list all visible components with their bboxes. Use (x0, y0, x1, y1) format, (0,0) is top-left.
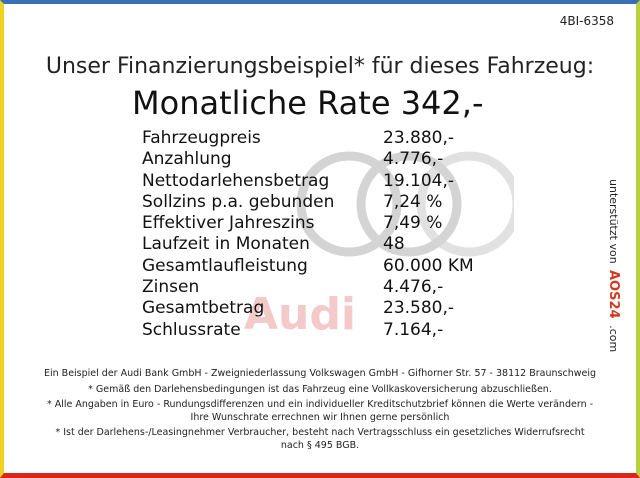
footnote: * Gemäß den Darlehensbedingungen ist das… (88, 383, 552, 395)
table-row: Laufzeit in Monaten 48 (142, 234, 502, 255)
sidebar-text: unterstützt von (607, 179, 620, 264)
row-value: 48 (383, 234, 405, 255)
row-label: Sollzins p.a. gebunden (142, 191, 335, 212)
reference: 4BI-6358 (559, 14, 614, 28)
row-value: 60.000 KM (383, 255, 474, 276)
table-row: Schlussrate 7.164,- (142, 320, 502, 341)
row-label: Fahrzeugpreis (142, 128, 261, 148)
rate: Monatliche Rate 342,- (132, 84, 484, 122)
row-label: Effektiver Jahreszins (142, 213, 315, 234)
row-value: 7,24 % (383, 191, 443, 212)
row-value: 23.880,- (383, 128, 455, 148)
table: Fahrzeugpreis 23.880,- Anzahlung 4.776,- Net… (142, 128, 502, 341)
footnote: * Ist der Darlehens-/Leasingnehmer Verbr… (55, 427, 585, 451)
table-row: Gesamtbetrag 23.580,- (142, 298, 502, 319)
table-row: Zinsen 4.476,- (142, 277, 502, 298)
sidebar-logo: AOS24 (606, 270, 621, 319)
row-label: Zinsen (142, 277, 200, 298)
table-row: Effektiver Jahreszins 7,49 % (142, 213, 502, 234)
table-row: Sollzins p.a. gebunden 7,24 % (142, 192, 502, 213)
row-label: Anzahlung (142, 149, 232, 170)
footnote: Ein Beispiel der Audi Bank GmbH - Zweign… (44, 368, 597, 379)
row-value: 19.104,- (383, 170, 455, 191)
row-label: Schlussrate (142, 319, 241, 340)
table-row: Anzahlung 4.776,- (142, 149, 502, 170)
sidebar-suffix: .com (607, 325, 620, 353)
row-label: Laufzeit in Monaten (142, 234, 310, 255)
footnotes: Ein Beispiel der Audi Bank GmbH - Zweign… (44, 368, 596, 455)
title: Unser Finanzierungsbeispiel* für dieses … (45, 54, 595, 79)
row-value: 4.476,- (383, 277, 444, 298)
table-row: Gesamtlaufleistung 60.000 KM (142, 256, 502, 277)
footnote: * Alle Angaben in Euro - Rundungsdiffere… (46, 399, 594, 423)
row-value: 7.164,- (383, 319, 444, 340)
row-label: Nettodarlehensbetrag (142, 170, 330, 191)
table-row: Fahrzeugpreis 23.880,- (142, 128, 502, 149)
rings (296, 151, 514, 257)
row-label: Gesamtlaufleistung (142, 255, 308, 276)
row-value: 7,49 % (383, 213, 443, 234)
sidebar: unterstützt von AOS24 .com (606, 179, 621, 352)
watermark: Audi (244, 289, 356, 340)
row-value: 23.580,- (383, 298, 455, 319)
row-value: 4.776,- (383, 149, 444, 170)
row-label: Gesamtbetrag (142, 298, 265, 319)
table-row: Nettodarlehensbetrag 19.104,- (142, 171, 502, 192)
